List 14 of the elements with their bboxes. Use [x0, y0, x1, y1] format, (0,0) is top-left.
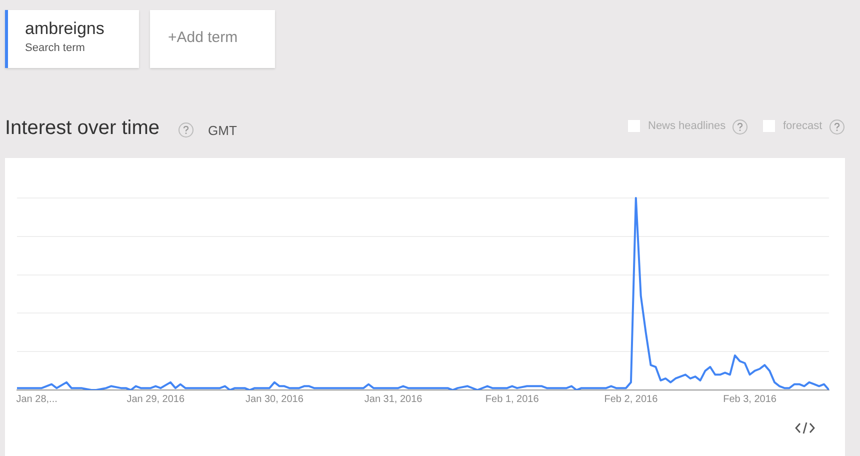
x-tick-label: Feb 2, 2016: [604, 394, 658, 405]
text: ambreigns: [25, 19, 104, 39]
text: Search term: [25, 42, 85, 54]
chart-title: Interest over time: [5, 117, 160, 140]
x-tick-label: Jan 31, 2016: [364, 394, 423, 405]
text: +Add term: [168, 29, 238, 46]
text: News headlines: [648, 120, 726, 132]
x-tick-label: Feb 1, 2016: [485, 394, 540, 405]
x-tick-label: Feb 3, 2016: [723, 394, 777, 405]
x-tick-label: Jan 28,...: [16, 394, 58, 405]
text: forecast: [783, 120, 822, 132]
x-tick-label: Jan 30, 2016: [246, 394, 304, 405]
text: GMT: [208, 123, 237, 138]
x-tick-label: Jan 29, 2016: [126, 394, 185, 405]
